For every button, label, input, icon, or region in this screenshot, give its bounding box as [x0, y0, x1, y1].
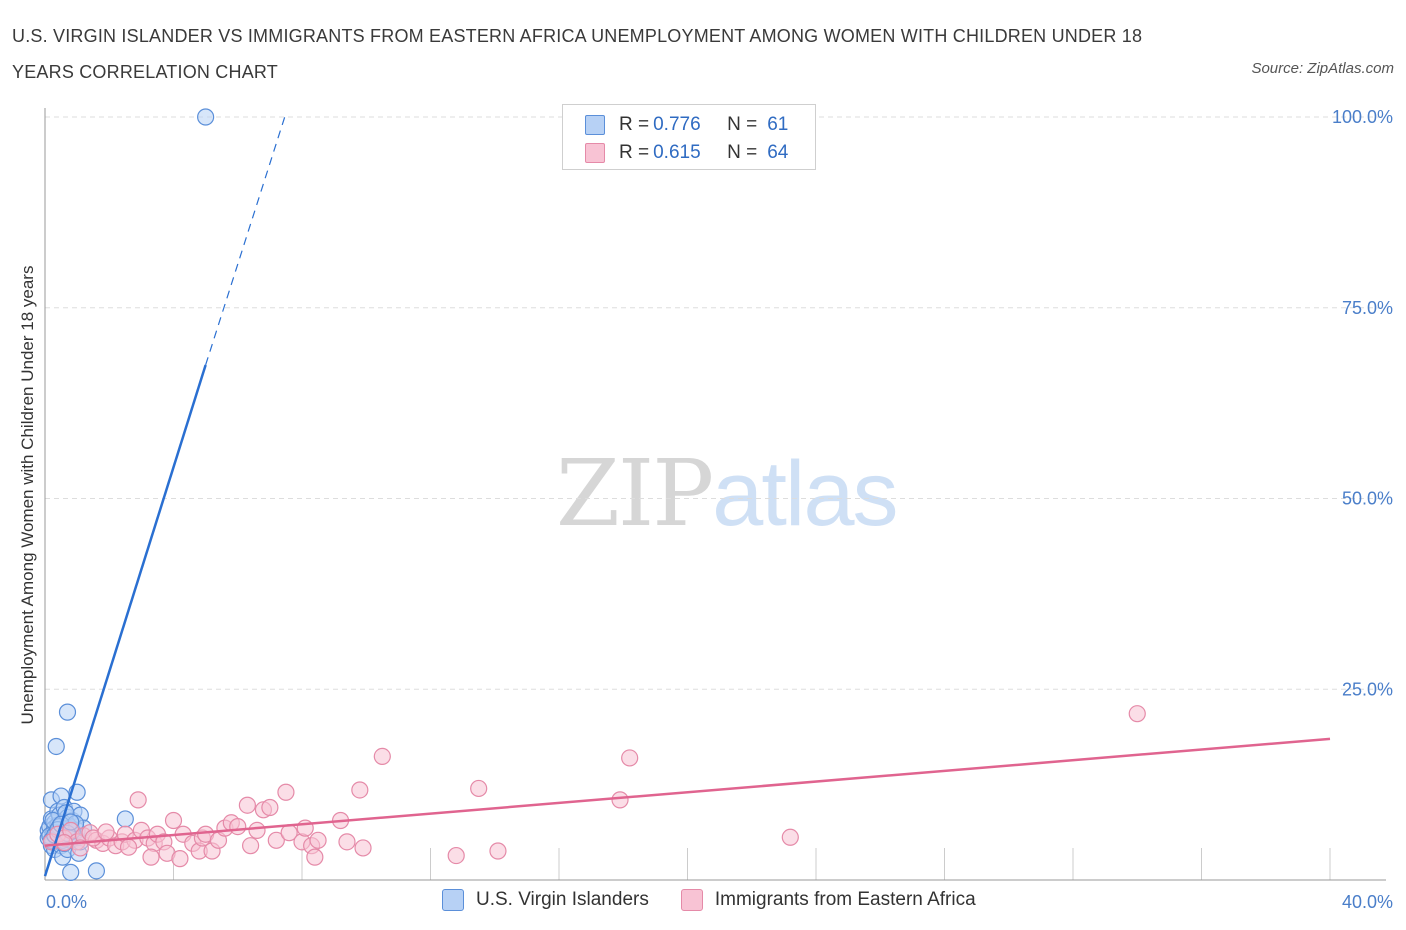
data-point-virgin-islanders — [47, 737, 65, 756]
data-point-eastern-africa — [164, 811, 183, 830]
data-point-eastern-africa — [97, 823, 115, 841]
legend-swatch-blue — [585, 115, 605, 135]
y-tick-label: 75.0% — [1342, 298, 1393, 318]
data-point-eastern-africa — [242, 837, 260, 855]
legend-row-virgin-islanders: R = 0.776 N = 61 — [585, 111, 788, 139]
legend-n-label: N = — [727, 142, 758, 163]
data-point-eastern-africa — [621, 749, 639, 767]
watermark-atlas: atlas — [712, 443, 898, 545]
trend-line-virgin-islanders-extrapolated — [205, 113, 287, 366]
data-point-eastern-africa — [1128, 705, 1146, 723]
data-point-eastern-africa — [248, 821, 266, 840]
trend-line-eastern-africa — [44, 737, 1331, 847]
x-tick-label: 0.0% — [46, 892, 87, 912]
legend-n-label: N = — [727, 114, 758, 135]
data-point-eastern-africa — [119, 838, 138, 856]
gridlines — [45, 116, 1386, 880]
data-point-virgin-islanders — [197, 108, 215, 126]
x-tick-label: 40.0% — [1342, 892, 1393, 912]
legend-item-eastern-africa[interactable]: Immigrants from Eastern Africa — [680, 889, 976, 911]
data-point-eastern-africa — [171, 850, 189, 868]
data-point-eastern-africa — [142, 848, 160, 866]
data-point-eastern-africa — [277, 783, 295, 801]
data-point-virgin-islanders — [62, 863, 80, 881]
legend-swatch-blue — [442, 889, 464, 911]
legend-label: Immigrants from Eastern Africa — [714, 889, 976, 910]
data-point-eastern-africa — [267, 831, 285, 849]
data-point-eastern-africa — [354, 839, 372, 857]
source-label: Source: ZipAtlas.com — [1251, 60, 1394, 77]
data-point-eastern-africa — [238, 796, 256, 814]
data-point-eastern-africa — [470, 779, 488, 798]
data-point-eastern-africa — [781, 828, 799, 846]
series-virgin-islanders — [39, 108, 215, 881]
legend-r-value: 0.776 — [653, 114, 701, 135]
chart-title: U.S. VIRGIN ISLANDER VS IMMIGRANTS FROM … — [12, 26, 1143, 82]
legend-row-eastern-africa: R = 0.615 N = 64 — [585, 139, 788, 167]
tick-labels: 25.0% 50.0% 75.0% 100.0% 0.0% 40.0% — [46, 107, 1393, 912]
data-point-eastern-africa — [129, 791, 147, 809]
trend-line-virgin-islanders — [43, 364, 207, 877]
y-tick-label: 25.0% — [1342, 679, 1393, 699]
watermark: ZIPatlas — [556, 440, 899, 547]
correlation-legend: R = 0.776 N = 61 R = 0.615 N = 64 — [562, 104, 816, 170]
data-point-eastern-africa — [229, 817, 247, 836]
legend-swatch-pink — [680, 889, 703, 911]
y-tick-label: 50.0% — [1342, 489, 1393, 509]
data-point-eastern-africa — [306, 848, 324, 866]
axes — [44, 108, 1386, 881]
series-eastern-africa — [42, 705, 1146, 868]
legend-r-label: R = — [619, 142, 650, 163]
trend-lines — [43, 113, 1331, 877]
watermark-zip: ZIP — [556, 440, 714, 547]
series-legend: U.S. Virgin Islanders Immigrants from Ea… — [442, 889, 1008, 911]
y-tick-label: 100.0% — [1332, 107, 1393, 127]
data-point-eastern-africa — [447, 846, 465, 865]
data-point-virgin-islanders — [58, 703, 77, 721]
legend-n-value: 64 — [767, 142, 789, 163]
data-point-eastern-africa — [309, 831, 327, 849]
legend-item-virgin-islanders[interactable]: U.S. Virgin Islanders — [442, 889, 649, 911]
data-point-eastern-africa — [338, 833, 356, 851]
data-point-eastern-africa — [261, 798, 279, 817]
data-point-eastern-africa — [489, 842, 507, 860]
legend-r-label: R = — [619, 114, 650, 135]
data-point-virgin-islanders — [87, 862, 106, 880]
data-point-eastern-africa — [611, 791, 629, 809]
legend-swatch-pink — [585, 143, 605, 163]
legend-r-value: 0.615 — [653, 142, 701, 163]
data-point-eastern-africa — [351, 781, 369, 799]
legend-n-value: 61 — [767, 114, 789, 135]
legend-label: U.S. Virgin Islanders — [476, 889, 649, 910]
data-point-eastern-africa — [373, 747, 391, 765]
data-point-virgin-islanders — [116, 810, 134, 828]
